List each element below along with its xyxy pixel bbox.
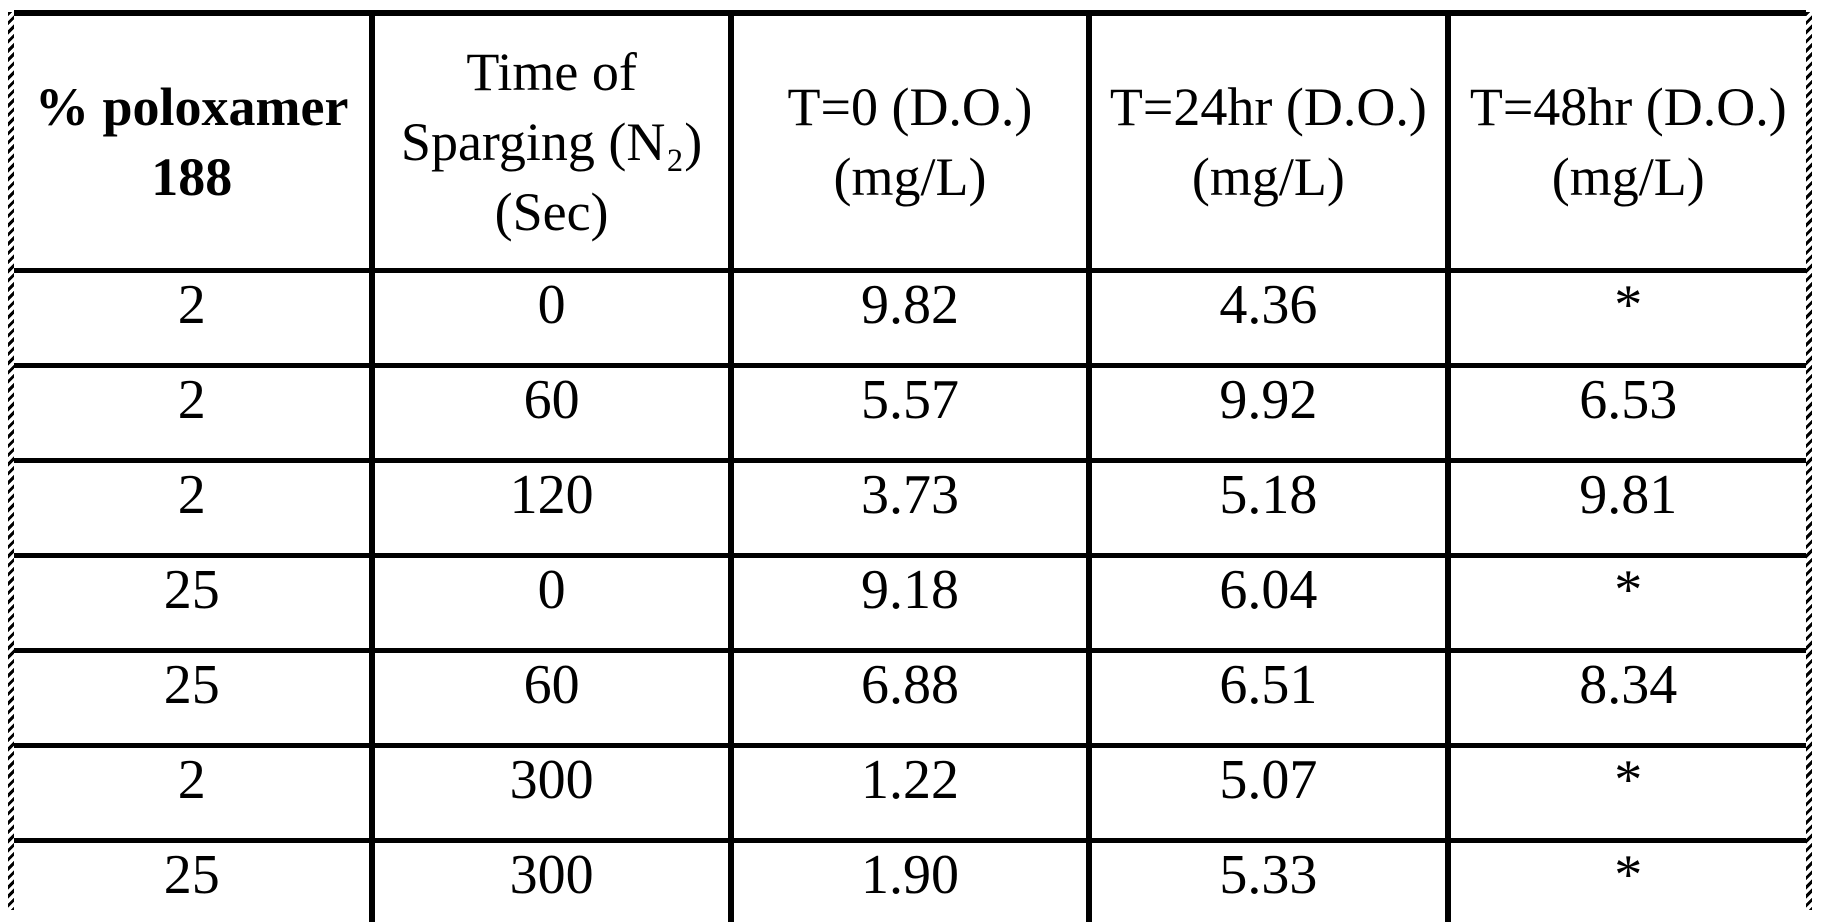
table-cell: 5.07: [1089, 746, 1447, 841]
table-cell: 9.82: [731, 271, 1089, 366]
table-cell: 9.18: [731, 556, 1089, 651]
header-line: 188: [20, 142, 363, 212]
table-cell: 300: [372, 841, 730, 922]
header-line: % poloxamer: [20, 72, 363, 142]
column-header-poloxamer: % poloxamer 188: [14, 13, 372, 271]
table-row: 25 300 1.90 5.33 *: [14, 841, 1806, 922]
table-row: 25 0 9.18 6.04 *: [14, 556, 1806, 651]
table-cell: 1.22: [731, 746, 1089, 841]
table-cell: 5.18: [1089, 461, 1447, 556]
table-cell: 3.73: [731, 461, 1089, 556]
table-cell: 9.81: [1448, 461, 1806, 556]
table-row: 2 0 9.82 4.36 *: [14, 271, 1806, 366]
header-line: T=24hr (D.O.): [1098, 72, 1438, 142]
table-cell: 0: [372, 271, 730, 366]
table-row: 2 120 3.73 5.18 9.81: [14, 461, 1806, 556]
column-header-sparging-time: Time of Sparging (N₂) (Sec): [372, 13, 730, 271]
table-cell: 6.53: [1448, 366, 1806, 461]
table-cell: 2: [14, 366, 372, 461]
table-cell: 6.04: [1089, 556, 1447, 651]
table-cell: 5.57: [731, 366, 1089, 461]
header-line: (mg/L): [1457, 142, 1800, 212]
table-cell: 25: [14, 841, 372, 922]
table-cell: 25: [14, 651, 372, 746]
table-cell: 2: [14, 271, 372, 366]
column-header-t24: T=24hr (D.O.) (mg/L): [1089, 13, 1447, 271]
table-cell: *: [1448, 271, 1806, 366]
dissolved-oxygen-table: % poloxamer 188 Time of Sparging (N₂) (S…: [14, 10, 1806, 922]
header-line: (mg/L): [1098, 142, 1438, 212]
table-cell: 60: [372, 651, 730, 746]
table-cell: *: [1448, 746, 1806, 841]
table-cell: 2: [14, 746, 372, 841]
table-cell: 120: [372, 461, 730, 556]
table-cell: 60: [372, 366, 730, 461]
table-cell: *: [1448, 841, 1806, 922]
table-row: 2 300 1.22 5.07 *: [14, 746, 1806, 841]
table-cell: 300: [372, 746, 730, 841]
column-header-t0: T=0 (D.O.) (mg/L): [731, 13, 1089, 271]
header-line: Sparging (N₂): [381, 107, 721, 177]
table-cell: 0: [372, 556, 730, 651]
table-cell: 8.34: [1448, 651, 1806, 746]
table-cell: 5.33: [1089, 841, 1447, 922]
table-row: 25 60 6.88 6.51 8.34: [14, 651, 1806, 746]
table-cell: *: [1448, 556, 1806, 651]
header-line: (mg/L): [740, 142, 1080, 212]
table-cell: 25: [14, 556, 372, 651]
table-cell: 2: [14, 461, 372, 556]
table-row: 2 60 5.57 9.92 6.53: [14, 366, 1806, 461]
table-cell: 9.92: [1089, 366, 1447, 461]
right-hatched-border: [1806, 12, 1812, 910]
table-header-row: % poloxamer 188 Time of Sparging (N₂) (S…: [14, 13, 1806, 271]
column-header-t48: T=48hr (D.O.) (mg/L): [1448, 13, 1806, 271]
patent-table-figure: % poloxamer 188 Time of Sparging (N₂) (S…: [0, 0, 1821, 922]
table-cell: 4.36: [1089, 271, 1447, 366]
header-line: (Sec): [381, 177, 721, 247]
table-cell: 1.90: [731, 841, 1089, 922]
table-cell: 6.88: [731, 651, 1089, 746]
header-line: Time of: [381, 37, 721, 107]
header-line: T=48hr (D.O.): [1457, 72, 1800, 142]
table-cell: 6.51: [1089, 651, 1447, 746]
header-line: T=0 (D.O.): [740, 72, 1080, 142]
